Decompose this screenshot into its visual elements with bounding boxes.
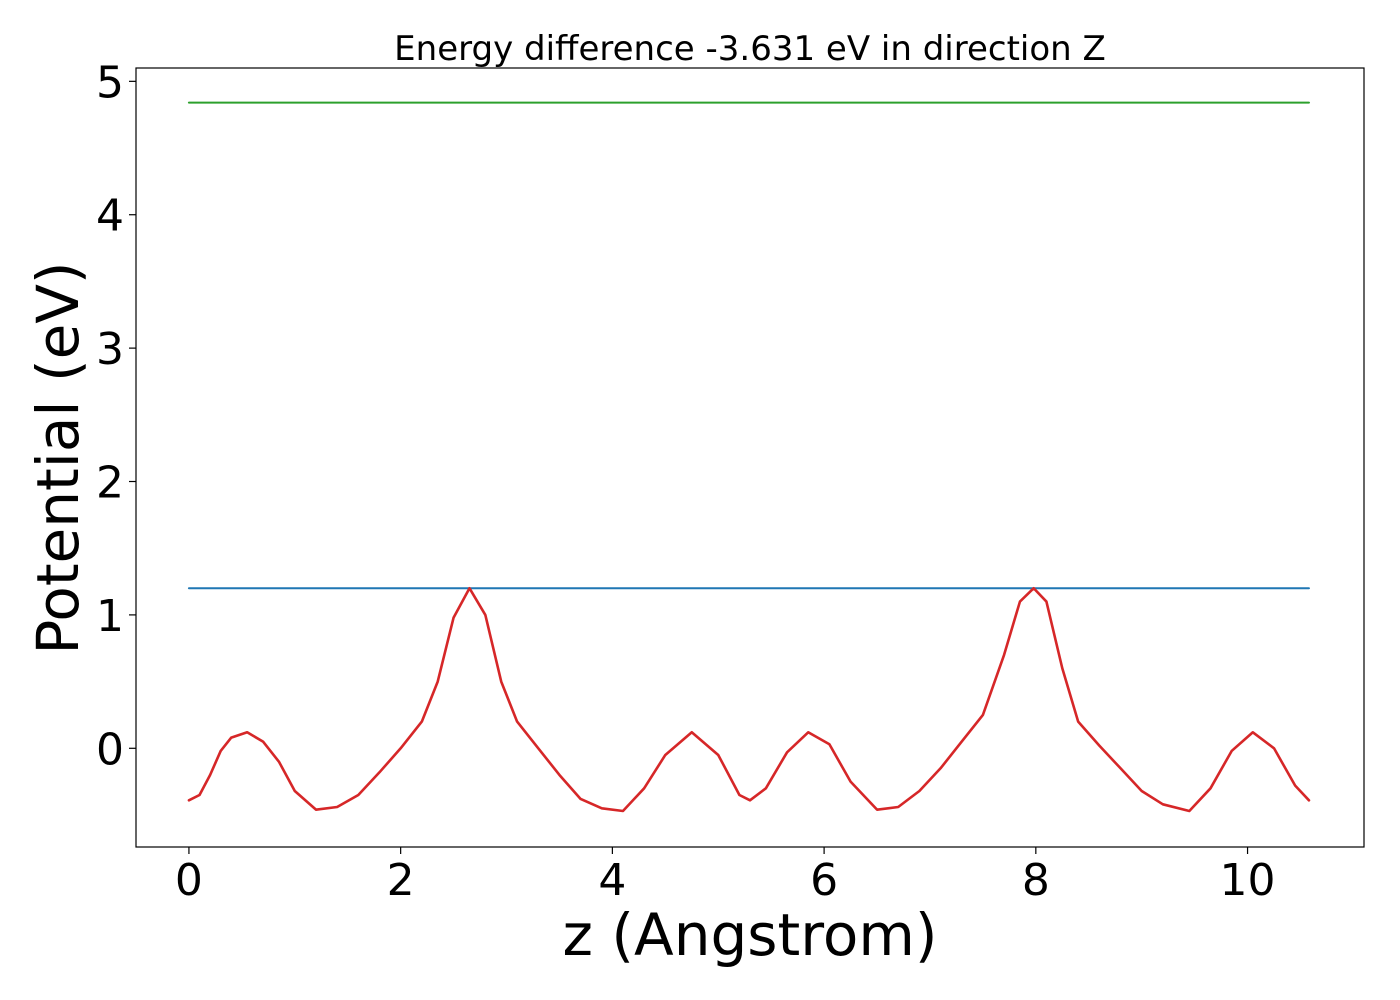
x-tick-label: 0 <box>175 855 203 906</box>
y-tick-label: 3 <box>96 324 124 375</box>
y-tick-label: 0 <box>96 724 124 775</box>
x-axis-label: z (Angstrom) <box>563 901 938 969</box>
x-tick-label: 4 <box>598 855 626 906</box>
series-layer <box>187 101 1311 813</box>
y-tick-label: 1 <box>96 591 124 642</box>
x-tick-label: 2 <box>387 855 415 906</box>
x-tick-label: 6 <box>810 855 838 906</box>
chart-title: Energy difference -3.631 eV in direction… <box>394 29 1106 69</box>
x-tick-label: 10 <box>1220 855 1276 906</box>
y-tick-label: 2 <box>96 458 124 509</box>
y-tick-label: 5 <box>96 57 124 108</box>
y-tick-label: 4 <box>96 191 124 242</box>
x-tick-label: 8 <box>1022 855 1050 906</box>
x-axis-ticks: 0 2 4 6 8 10 <box>175 847 1276 906</box>
plot-frame <box>135 67 1365 848</box>
series-line-2 <box>187 586 1311 813</box>
y-axis-ticks: 0 1 2 3 4 5 <box>96 57 136 775</box>
y-axis-label: Potential (eV) <box>24 261 92 654</box>
